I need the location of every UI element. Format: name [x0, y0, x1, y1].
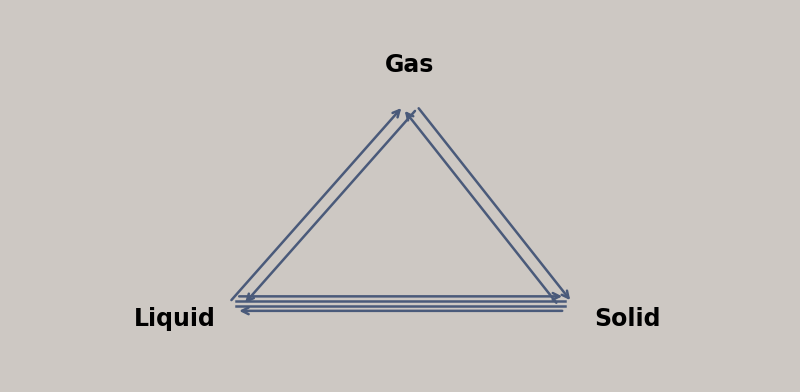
Text: Liquid: Liquid [134, 307, 215, 331]
Text: Gas: Gas [386, 53, 434, 77]
Text: Solid: Solid [594, 307, 660, 331]
